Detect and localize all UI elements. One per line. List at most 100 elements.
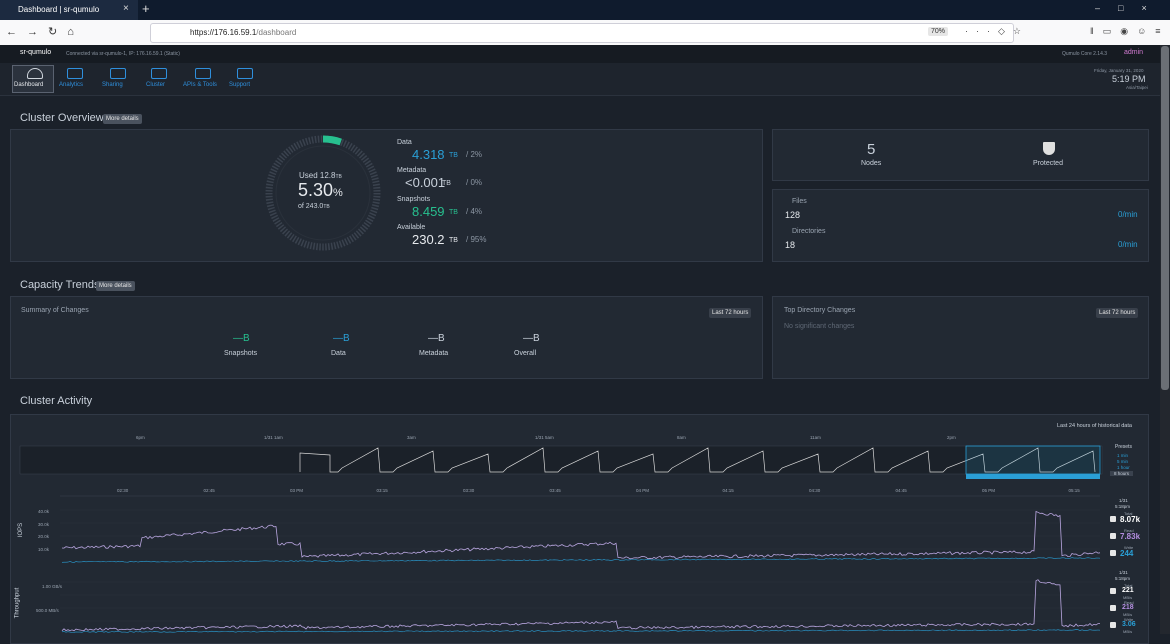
dirs: 18 <box>785 240 796 250</box>
used: Used 12.8 <box>299 171 336 180</box>
stat-share: / 2% <box>466 150 483 159</box>
more-details[interactable]: More details <box>96 281 135 291</box>
timeline-label: 3am <box>407 435 416 440</box>
time-tick: 03 PM <box>290 488 304 493</box>
preset[interactable]: 1 hour <box>1117 465 1130 470</box>
trend-label: Snapshots <box>224 350 258 357</box>
checkbox[interactable] <box>1110 533 1116 539</box>
time-tick: 03:45 <box>549 488 561 493</box>
url-field[interactable] <box>150 23 1014 43</box>
nav-item[interactable]: Support <box>229 82 251 88</box>
nav-icon[interactable] <box>195 68 211 79</box>
window-controls[interactable]: –□× <box>1095 3 1165 13</box>
preset[interactable]: 1 min <box>1117 453 1129 458</box>
history: Last 24 hours of historical data <box>1057 423 1132 429</box>
user[interactable]: admin <box>1124 49 1144 56</box>
url-path: /dashboard <box>256 28 297 37</box>
nav-item[interactable]: APIs & Tools <box>183 82 217 88</box>
checkbox[interactable] <box>1110 516 1116 522</box>
summary-panel <box>10 296 763 379</box>
timeline-scroll <box>966 474 1100 479</box>
nav-item[interactable]: Dashboard <box>14 82 44 88</box>
time-tick: 03:30 <box>463 488 475 493</box>
range[interactable]: Last 72 hours <box>1096 308 1139 318</box>
nav-buttons[interactable]: ←→↻⌂ <box>6 26 84 38</box>
usage-donut <box>265 135 381 251</box>
trend-label: Data <box>331 350 346 357</box>
unit: TB <box>323 204 330 210</box>
y-tick-label: 20.0k <box>38 534 50 539</box>
percent: 5.30% <box>298 180 343 201</box>
connection: Connected via sr-qumulo-1, IP: 176.16.59… <box>66 51 180 57</box>
legend-label: Total <box>1124 511 1133 516</box>
timeline-label: 6pm <box>136 435 145 440</box>
nav-icon[interactable] <box>237 68 253 79</box>
time-tick: 04 PM <box>636 488 650 493</box>
axis-label: IOPS <box>18 522 25 538</box>
nav-item[interactable]: Analytics <box>59 82 84 88</box>
stat-value: 8.459 <box>412 204 445 219</box>
nav-icon[interactable] <box>67 68 83 79</box>
toolbar-right[interactable]: ‖▭◉☺≡ <box>1090 26 1170 36</box>
donut-inner <box>275 145 371 241</box>
section-title: Cluster Overview <box>20 112 104 124</box>
trend-value: —B <box>523 333 540 344</box>
timeline-label: 11am <box>810 435 821 440</box>
stat-share: / 95% <box>466 235 487 244</box>
checkbox[interactable] <box>1110 605 1116 611</box>
preset[interactable]: 8 hours <box>1110 471 1134 476</box>
toolbar-icons[interactable]: ···◇☆ <box>965 26 1029 36</box>
nav-icon[interactable] <box>27 68 43 79</box>
time-tick: 02:30 <box>117 488 129 493</box>
more-details[interactable]: More details <box>103 114 142 124</box>
y-tick-label: 10.0k <box>38 546 50 552</box>
stat-unit: TB <box>449 209 458 216</box>
section-title: Capacity Trends <box>20 279 100 291</box>
zoom[interactable]: 70% <box>928 27 949 36</box>
stat-unit: TB <box>449 152 458 159</box>
stat-label: Data <box>397 139 412 146</box>
checkbox[interactable] <box>1110 622 1116 628</box>
nav-item[interactable]: Cluster <box>146 82 166 88</box>
stat-value: 230.2 <box>412 232 445 247</box>
nav-icon[interactable] <box>151 68 167 79</box>
stat-share: / 0% <box>466 178 483 187</box>
legend-unit: MB/s <box>1123 612 1133 617</box>
nav-item[interactable]: Sharing <box>102 82 123 88</box>
stat-share: / 4% <box>466 207 483 216</box>
timeline-window <box>965 445 1101 475</box>
preset[interactable]: 5 min <box>1117 459 1129 464</box>
unit: % <box>333 187 343 199</box>
new-tab[interactable]: + <box>142 1 150 16</box>
nav-icon[interactable] <box>110 68 126 79</box>
y-tick-label: 1.00 GB/s <box>42 584 63 589</box>
scroll-thumb[interactable] <box>1161 46 1169 390</box>
url: https://176.16.59.1/dashboard <box>190 28 296 37</box>
legend-unit: MB/s <box>1123 595 1133 600</box>
checkbox[interactable] <box>1110 550 1116 556</box>
trend-value: —B <box>428 333 445 344</box>
dirs-rate: 0/min <box>1118 240 1138 249</box>
tab-close[interactable]: × <box>123 3 129 14</box>
date: Friday, January 31, 2020 <box>1094 68 1144 73</box>
stamp: 1/31 <box>1119 570 1128 575</box>
checkbox[interactable] <box>1110 588 1116 594</box>
range[interactable]: Last 72 hours <box>709 308 752 318</box>
legend-label: Write <box>1124 545 1134 550</box>
files: 128 <box>785 210 801 220</box>
legend-value: 221 <box>1122 587 1134 594</box>
tab-title: Dashboard | sr-qumulo <box>18 5 100 14</box>
time-tick: 04:45 <box>895 488 907 493</box>
time-tick: 04:30 <box>809 488 821 493</box>
files-rate: 0/min <box>1118 210 1138 219</box>
time: 5:19 PM <box>1112 74 1146 84</box>
legend-value: 218 <box>1122 604 1134 611</box>
url-host: https://176.16.59.1 <box>190 28 257 37</box>
tab[interactable] <box>0 0 138 20</box>
tab-bar <box>0 0 1170 20</box>
stat-label: Metadata <box>397 167 427 174</box>
top-title: Top Directory Changes <box>784 307 856 314</box>
nodes-count: 5 <box>867 141 876 158</box>
